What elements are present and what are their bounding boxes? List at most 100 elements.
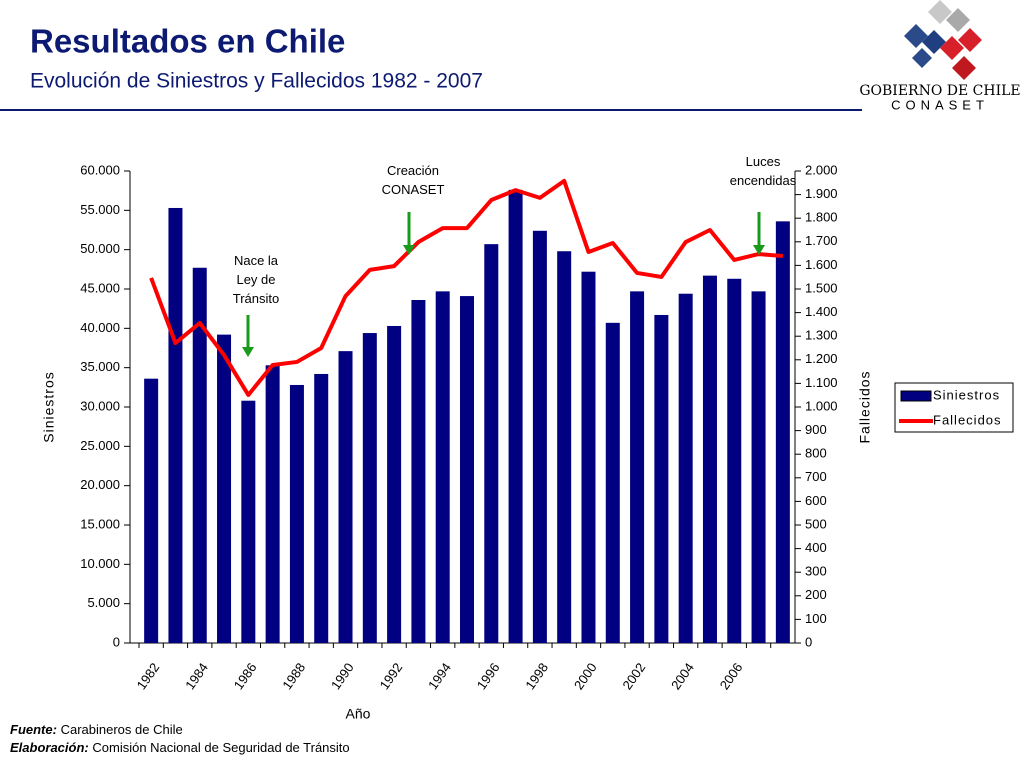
x-tick-label: 1984 [182, 660, 211, 692]
annotation: Luces encendidas [730, 154, 797, 188]
x-tick-label: 1994 [425, 660, 454, 692]
y-tick-label: 20.000 [80, 477, 120, 492]
y-tick-label: 25.000 [80, 438, 120, 453]
line-series [149, 178, 784, 397]
y2-tick-label: 300 [805, 564, 827, 579]
x-tick-label: 1986 [231, 660, 260, 692]
y-tick-label: 55.000 [80, 202, 120, 217]
y2-tick-label: 1.300 [805, 328, 838, 343]
annotation-arrowhead [403, 245, 415, 255]
legend-label: Fallecidos [933, 412, 1002, 427]
bar [678, 293, 693, 643]
y2-tick-label: 1.500 [805, 280, 838, 295]
y-tick-label: 35.000 [80, 359, 120, 374]
footer-made: Elaboración: Comisión Nacional de Seguri… [10, 740, 350, 755]
logo-text: GOBIERNO DE CHILE [859, 83, 1020, 99]
y2-tick-label: 700 [805, 469, 827, 484]
y2-tick-label: 1.900 [805, 186, 838, 201]
bar [387, 325, 402, 643]
x-tick-label: 1998 [522, 660, 551, 692]
y2-tick-label: 200 [805, 587, 827, 602]
y2-tick-label: 1.400 [805, 304, 838, 319]
y2-tick-label: 1.200 [805, 351, 838, 366]
bar [460, 296, 474, 643]
bar [144, 378, 159, 643]
logo: GOBIERNO DE CHILE CONASET [859, 0, 1021, 112]
annotation-line: Nace la [234, 253, 279, 268]
bar [727, 278, 742, 643]
bar [241, 400, 256, 643]
slide-title: Resultados en Chile [30, 23, 345, 60]
x-tick-label: 1982 [134, 660, 163, 692]
y2-tick-label: 1.700 [805, 233, 838, 248]
bar [435, 291, 450, 643]
bar [362, 333, 377, 643]
y2-tick-label: 100 [805, 611, 827, 626]
y-tick-label: 5.000 [87, 595, 120, 610]
annotation: Nace la Ley de Tránsito [233, 253, 279, 306]
y2-tick-label: 800 [805, 446, 827, 461]
slide-subtitle: Evolución de Siniestros y Fallecidos 198… [30, 70, 483, 93]
bar [702, 275, 717, 643]
annotation-line: encendidas [730, 173, 797, 188]
bar [289, 384, 304, 643]
bar [217, 334, 232, 643]
footer-text: Carabineros de Chile [61, 722, 183, 737]
y2-tick-label: 600 [805, 493, 827, 508]
annotation-arrowhead [753, 245, 765, 255]
y2-tick-label: 1.000 [805, 398, 838, 413]
annotation-arrowhead [242, 347, 254, 357]
y-tick-label: 15.000 [80, 516, 120, 531]
y2-tick-label: 1.600 [805, 257, 838, 272]
x-tick-label: 2004 [668, 660, 697, 692]
y2-tick-label: 2.000 [805, 162, 838, 177]
bar [630, 291, 645, 643]
x-tick-label: 1992 [377, 660, 406, 692]
x-axis-label: Año [346, 706, 371, 722]
footer-text: Comisión Nacional de Seguridad de Tránsi… [92, 740, 349, 755]
y-tick-label: 45.000 [80, 280, 120, 295]
bar [168, 207, 183, 643]
bar [265, 365, 280, 643]
y2-tick-label: 900 [805, 422, 827, 437]
y2-tick-label: 0 [805, 634, 812, 649]
y2-tick-label: 500 [805, 516, 827, 531]
bar [314, 373, 329, 643]
legend-swatch [900, 390, 932, 402]
bar [192, 267, 207, 643]
y-tick-label: 40.000 [80, 320, 120, 335]
bar [775, 221, 790, 643]
y2-tick-label: 400 [805, 540, 827, 555]
y-tick-label: 0 [113, 634, 120, 649]
y-tick-label: 30.000 [80, 398, 120, 413]
annotation-line: Creación [387, 163, 439, 178]
x-tick-label: 1990 [328, 660, 357, 692]
bar [508, 189, 523, 643]
x-tick-label: 2000 [571, 660, 600, 692]
y-tick-label: 10.000 [80, 556, 120, 571]
y-tick-label: 60.000 [80, 162, 120, 177]
bar [654, 314, 669, 643]
footer-label: Elaboración: [10, 740, 89, 755]
bar [605, 322, 620, 643]
annotation-line: Tránsito [233, 291, 279, 306]
y2-tick-label: 1.800 [805, 210, 838, 225]
legend-label: Siniestros [933, 387, 1000, 402]
bar [411, 300, 426, 643]
annotation: Creación CONASET [382, 163, 445, 197]
y2-tick-label: 1.100 [805, 375, 838, 390]
bar [581, 271, 596, 643]
x-tick-label: 2006 [717, 660, 746, 692]
bar [338, 351, 353, 643]
bar [751, 291, 766, 643]
y-axis-label: Siniestros [41, 371, 57, 442]
y2-axis-label: Fallecidos [857, 370, 873, 443]
annotation-line: CONASET [382, 182, 445, 197]
y-tick-label: 50.000 [80, 241, 120, 256]
bar [557, 251, 572, 644]
footer-label: Fuente: [10, 722, 57, 737]
footer-source: Fuente: Carabineros de Chile [10, 722, 183, 737]
x-tick-label: 2002 [619, 660, 648, 692]
annotation-line: Ley de [236, 272, 275, 287]
